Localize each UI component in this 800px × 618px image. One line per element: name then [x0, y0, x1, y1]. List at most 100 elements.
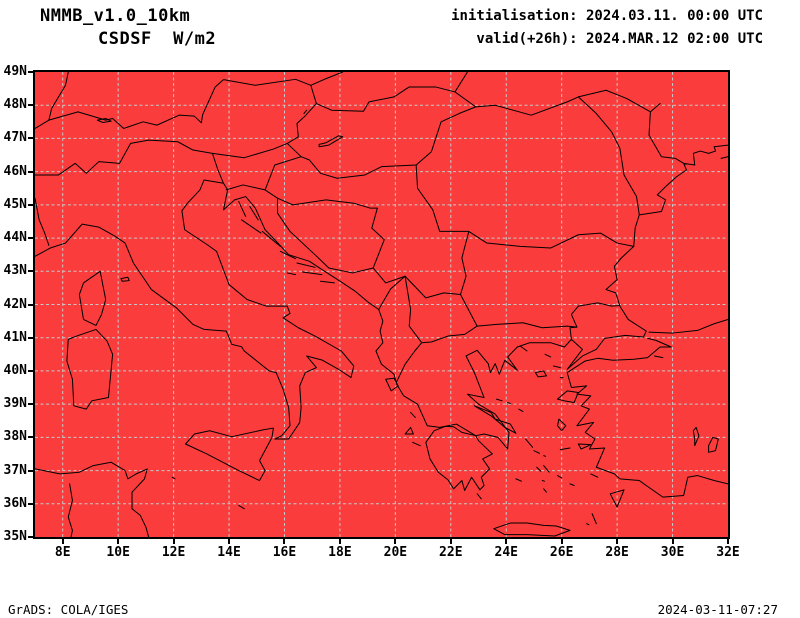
lon-tick-mark	[505, 537, 508, 544]
islands-ionian	[405, 412, 481, 498]
lon-tick-label: 32E	[716, 545, 740, 560]
island-euboea	[474, 406, 516, 434]
border-rhine	[35, 72, 68, 128]
lat-tick-label: 41N	[3, 329, 27, 345]
lon-tick-mark	[283, 537, 286, 544]
islands-east-aegean	[558, 391, 591, 450]
border-serbia-romania	[416, 165, 469, 231]
lon-tick-label: 8E	[54, 545, 71, 560]
lat-tick-mark	[28, 469, 35, 472]
initialisation-line: initialisation: 2024.03.11. 00:00 UTC	[451, 8, 763, 24]
lake-egirdir	[693, 427, 699, 445]
lon-tick-label: 20E	[383, 545, 408, 560]
map-plot-frame	[33, 70, 730, 539]
lon-tick-mark	[560, 537, 563, 544]
lon-tick-mark	[228, 537, 231, 544]
lat-tick-mark	[28, 336, 35, 339]
border-evros-bulgaria-turkey	[570, 303, 620, 340]
lon-tick-label: 30E	[660, 545, 685, 560]
valid-time-line: valid(+26h): 2024.MAR.12 02:00 UTC	[476, 31, 763, 47]
lon-tick-label: 16E	[272, 545, 297, 560]
island-pantelleria	[172, 477, 175, 479]
graticule-grid	[35, 72, 728, 537]
island-elba	[121, 277, 129, 281]
lat-tick-mark	[28, 536, 35, 538]
border-swiss-austria-czech	[49, 79, 316, 128]
lat-tick-label: 43N	[3, 263, 27, 279]
lat-tick-mark	[28, 170, 35, 173]
lat-tick-mark	[28, 203, 35, 206]
lat-tick-label: 46N	[3, 163, 27, 179]
border-montenegro-albania	[379, 276, 405, 309]
border-slovakia-ukraine	[455, 72, 467, 92]
border-greece-north	[397, 323, 577, 382]
lon-tick-label: 28E	[605, 545, 629, 560]
island-peloponnese	[426, 426, 493, 490]
border-italy-alps	[35, 140, 223, 183]
lat-tick-mark	[28, 270, 35, 273]
lon-tick-label: 22E	[439, 545, 463, 560]
lat-tick-mark	[28, 137, 35, 140]
lat-tick-label: 39N	[3, 395, 27, 411]
lat-tick-mark	[28, 104, 35, 107]
lon-tick-mark	[117, 537, 120, 544]
border-france-italy	[35, 198, 49, 245]
coastline-estuary	[721, 157, 728, 159]
island-corsica	[79, 271, 105, 325]
lat-tick-label: 36N	[3, 495, 27, 511]
border-croatia-bosnia-west	[278, 198, 353, 273]
lon-tick-mark	[671, 537, 674, 544]
border-austria-slovenia	[212, 143, 287, 157]
model-title: NMMB_v1.0_10km	[40, 6, 191, 26]
lat-tick-label: 44N	[3, 229, 27, 245]
islands-group	[67, 202, 624, 536]
lon-tick-mark	[394, 537, 397, 544]
lon-tick-label: 10E	[106, 545, 130, 560]
lat-tick-label: 48N	[3, 96, 27, 112]
lat-tick-mark	[28, 303, 35, 306]
lat-tick-label: 35N	[3, 528, 27, 544]
lat-tick-mark	[28, 369, 35, 372]
island-corfu	[386, 378, 398, 391]
lat-tick-mark	[28, 436, 35, 439]
islands-north-aegean	[497, 346, 564, 411]
lat-tick-label: 49N	[3, 63, 27, 79]
lake-neusiedl	[304, 110, 307, 113]
lon-tick-mark	[61, 537, 64, 544]
coastline-blacksea-turkey	[649, 319, 728, 333]
lakes-group	[97, 110, 718, 452]
lake-constance	[97, 119, 111, 123]
lon-tick-label: 24E	[494, 545, 518, 560]
lon-tick-mark	[449, 537, 452, 544]
lat-tick-label: 37N	[3, 462, 27, 478]
island-sardinia	[67, 329, 113, 409]
islands-cyclades	[516, 439, 574, 492]
lat-tick-label: 40N	[3, 362, 27, 378]
lat-tick-label: 45N	[3, 196, 27, 212]
coastlines-group	[35, 145, 728, 537]
grads-credit: GrADS: COLA/IGES	[8, 602, 129, 617]
lake-beysehir	[709, 437, 719, 452]
lon-tick-mark	[172, 537, 175, 544]
island-sicily	[186, 428, 274, 480]
borders-group	[35, 72, 684, 537]
border-algeria-tunisia	[68, 484, 72, 537]
lake-balaton	[319, 136, 343, 147]
border-slovenia-croatia	[226, 157, 301, 190]
map-svg	[35, 72, 728, 537]
border-serbia-kosovo-macedonia	[373, 268, 460, 298]
border-danube-bulgaria-romania	[469, 231, 634, 248]
lat-tick-label: 38N	[3, 429, 27, 445]
border-croatia-bosnia-serbia	[265, 190, 377, 208]
lon-tick-label: 12E	[161, 545, 186, 560]
lake-iznik	[655, 356, 663, 358]
islands-dodecanese	[587, 474, 624, 525]
lat-tick-label: 47N	[3, 130, 27, 146]
border-hungary-loop	[287, 87, 475, 178]
lat-tick-label: 42N	[3, 296, 27, 312]
map-plot-area	[35, 72, 728, 537]
border-romania-ukraine-moldova	[476, 97, 640, 215]
variable-title: CSDSF W/m2	[98, 29, 217, 49]
lat-tick-mark	[28, 403, 35, 406]
